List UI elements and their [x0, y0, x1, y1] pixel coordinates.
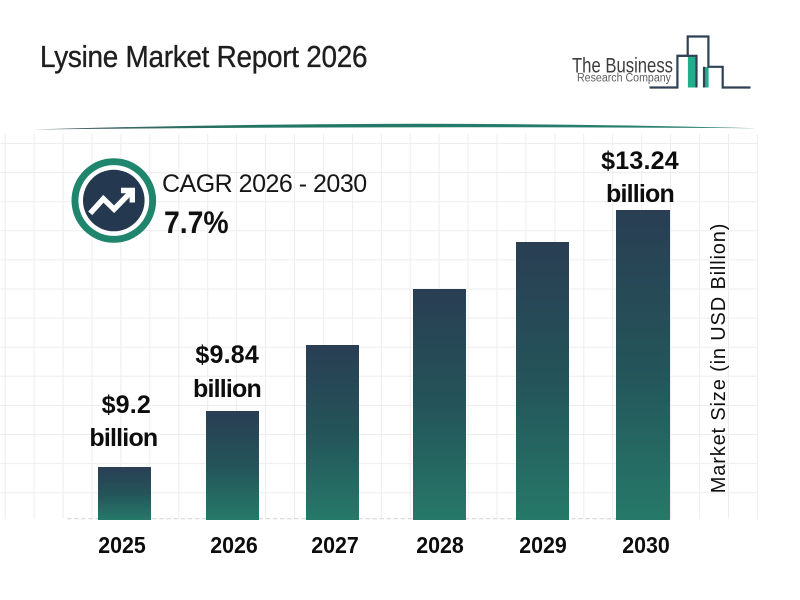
svg-text:Research Company: Research Company: [577, 73, 671, 85]
svg-text:The Business: The Business: [572, 55, 673, 78]
